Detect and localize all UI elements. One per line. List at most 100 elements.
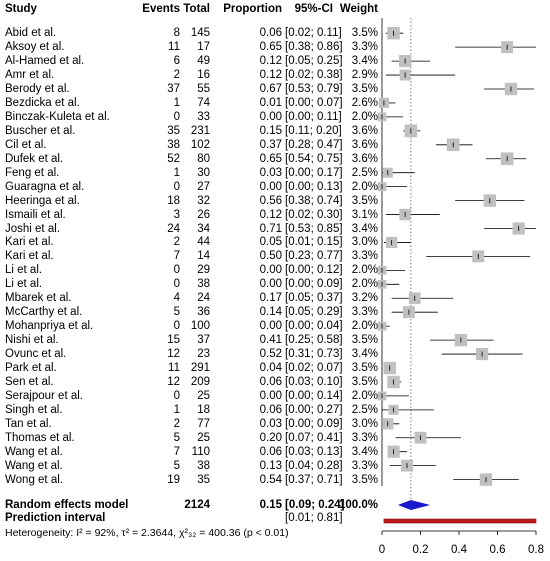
header-weight: Weight xyxy=(339,3,378,15)
study-events: 12 xyxy=(167,348,180,361)
study-weight: 3.3% xyxy=(351,41,378,54)
study-events: 1 xyxy=(173,403,180,416)
study-proportion: 0.01 xyxy=(259,96,282,109)
study-events: 15 xyxy=(167,334,180,347)
study-total: 35 xyxy=(197,473,210,486)
study-total: 30 xyxy=(197,166,210,179)
header-proportion: Proportion xyxy=(223,3,282,15)
study-ci: [0.04; 0.28] xyxy=(285,459,343,472)
heterogeneity-text: Heterogeneity: I² = 92%, τ² = 2.3644, χ²… xyxy=(5,527,289,539)
study-ci: [0.53; 0.79] xyxy=(285,83,343,95)
study-events: 0 xyxy=(173,320,180,333)
study-ci: [0.54; 0.75] xyxy=(285,152,343,165)
study-ci: [0.00; 0.13] xyxy=(285,180,343,193)
study-ci: [0.00; 0.09] xyxy=(285,417,343,430)
study-events: 1 xyxy=(173,96,180,109)
study-weight: 3.2% xyxy=(351,292,378,305)
study-name: Feng et al. xyxy=(5,166,60,179)
study-total: 110 xyxy=(191,445,210,458)
study-ci: [0.03; 0.13] xyxy=(285,445,343,458)
study-weight: 3.5% xyxy=(351,27,378,40)
study-weight: 2.5% xyxy=(351,166,378,179)
study-events: 11 xyxy=(168,41,180,54)
study-events: 52 xyxy=(167,152,180,165)
study-total: 36 xyxy=(197,306,210,319)
study-ci: [0.11; 0.20] xyxy=(285,124,342,137)
study-name: Heeringa et al. xyxy=(5,194,80,207)
study-events: 24 xyxy=(167,222,180,235)
study-proportion: 0.00 xyxy=(259,389,282,402)
x-tick-label: 0.4 xyxy=(451,544,468,556)
study-events: 2 xyxy=(173,236,180,249)
study-name: Wong et al. xyxy=(5,473,63,486)
study-proportion: 0.05 xyxy=(259,236,282,249)
study-events: 5 xyxy=(173,431,180,444)
study-total: 27 xyxy=(197,180,210,193)
study-total: 231 xyxy=(190,124,210,137)
study-total: 145 xyxy=(190,27,210,40)
study-total: 24 xyxy=(197,292,210,305)
study-total: 26 xyxy=(197,208,210,221)
random-effects-ci: [0.09; 0.24] xyxy=(285,499,345,511)
study-total: 80 xyxy=(197,152,210,165)
study-name: Wang et al. xyxy=(5,459,63,472)
study-weight: 3.5% xyxy=(351,83,378,95)
study-total: 25 xyxy=(197,431,210,444)
study-events: 11 xyxy=(168,362,180,374)
study-name: Mbarek et al. xyxy=(5,292,72,305)
study-total: 17 xyxy=(197,41,210,54)
random-effects-total: 2124 xyxy=(184,499,210,511)
study-ci: [0.31; 0.73] xyxy=(285,348,343,361)
study-ci: [0.53; 0.85] xyxy=(285,222,343,235)
study-proportion: 0.41 xyxy=(259,334,282,347)
study-proportion: 0.12 xyxy=(259,208,282,221)
study-events: 7 xyxy=(173,445,180,458)
study-ci: [0.02; 0.07] xyxy=(285,362,343,374)
study-ci: [0.25; 0.58] xyxy=(285,334,343,347)
study-events: 5 xyxy=(173,306,180,319)
study-total: 77 xyxy=(197,417,210,430)
study-events: 0 xyxy=(173,180,180,193)
header-ci: 95%-CI xyxy=(294,3,333,15)
study-events: 38 xyxy=(167,138,180,151)
study-ci: [0.00; 0.04] xyxy=(285,320,343,333)
study-total: 23 xyxy=(197,348,210,361)
study-ci: [0.02; 0.30] xyxy=(285,208,343,221)
study-ci: [0.00; 0.07] xyxy=(285,96,343,109)
study-ci: [0.02; 0.11] xyxy=(285,27,342,40)
study-name: Ismaili et al. xyxy=(5,208,66,221)
study-proportion: 0.04 xyxy=(259,362,282,374)
study-events: 6 xyxy=(173,55,180,68)
study-name: Aksoy et al. xyxy=(5,41,65,54)
x-tick-label: 0.8 xyxy=(528,544,544,556)
random-effects-weight: 100.0% xyxy=(338,499,378,511)
study-total: 49 xyxy=(197,55,210,68)
x-tick-label: 0 xyxy=(379,544,385,556)
study-name: Ovunc et al. xyxy=(5,348,67,361)
study-name: Li et al. xyxy=(5,278,43,291)
study-ci: [0.38; 0.74] xyxy=(285,194,343,207)
study-events: 0 xyxy=(173,389,180,402)
study-weight: 3.3% xyxy=(351,431,378,444)
study-proportion: 0.06 xyxy=(259,445,282,458)
study-weight: 2.0% xyxy=(351,110,378,123)
study-ci: [0.00; 0.11] xyxy=(285,110,342,123)
study-ci: [0.00; 0.12] xyxy=(285,264,343,277)
study-weight: 3.5% xyxy=(351,334,378,347)
study-events: 5 xyxy=(173,459,180,472)
study-ci: [0.38; 0.86] xyxy=(285,41,343,54)
study-weight: 2.0% xyxy=(351,264,378,277)
study-name: Abid et al. xyxy=(5,27,57,40)
study-name: Joshi et al. xyxy=(5,222,60,235)
study-events: 4 xyxy=(173,292,180,305)
study-events: 2 xyxy=(173,69,180,82)
study-total: 29 xyxy=(197,264,210,277)
study-proportion: 0.03 xyxy=(259,166,282,179)
study-weight: 3.5% xyxy=(351,375,378,388)
study-total: 38 xyxy=(197,278,210,291)
study-total: 38 xyxy=(197,459,210,472)
study-name: Nishi et al. xyxy=(5,334,59,347)
study-proportion: 0.12 xyxy=(259,55,282,68)
study-proportion: 0.00 xyxy=(259,320,282,333)
